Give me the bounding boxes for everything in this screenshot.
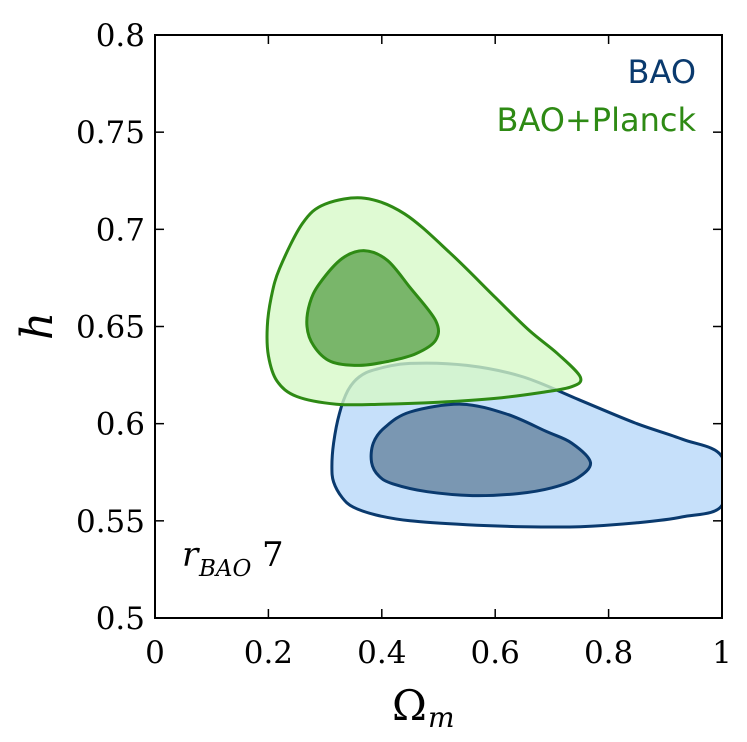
y-tick-label: 0.55 (76, 504, 145, 540)
x-tick-label: 0 (145, 635, 165, 671)
x-tick-label: 0.6 (471, 635, 520, 671)
x-axis-label-main: Ω (392, 681, 427, 730)
legend-entry-bao-planck: BAO+Planck (497, 101, 697, 139)
plot-frame (154, 34, 723, 619)
bao-inner-contour (369, 402, 593, 498)
annotation-suffix: 7 (262, 535, 284, 575)
y-tick-label: 0.6 (96, 407, 145, 443)
axis-ticks: 0 0.2 0.4 0.6 0.8 1 0.5 0.55 0.6 0.65 0.7 0.75 0.8 (76, 18, 732, 671)
x-axis-label-subscript: m (428, 701, 455, 734)
y-tick-label: 0.8 (96, 18, 145, 54)
annotation-subscript: BAO (198, 556, 252, 582)
planck-inner-contour-layer (305, 249, 441, 367)
r-bao-annotation: r BAO 7 (182, 535, 284, 582)
bao-inner-contour-layer (369, 402, 593, 498)
x-tick-label: 1 (712, 635, 732, 671)
x-tick-label: 0.2 (244, 635, 293, 671)
y-axis-label: h (12, 312, 63, 340)
annotation-main: r (182, 535, 200, 575)
y-tick-label: 0.65 (76, 310, 145, 346)
x-axis-label: Ω m (392, 681, 455, 734)
bao-planck-inner-contour (305, 249, 441, 367)
y-tick-label: 0.5 (96, 601, 145, 637)
x-tick-label: 0.8 (584, 635, 633, 671)
y-tick-label: 0.7 (96, 212, 145, 248)
y-tick-label: 0.75 (76, 115, 145, 151)
legend-entry-bao: BAO (628, 53, 696, 91)
x-tick-label: 0.4 (357, 635, 406, 671)
